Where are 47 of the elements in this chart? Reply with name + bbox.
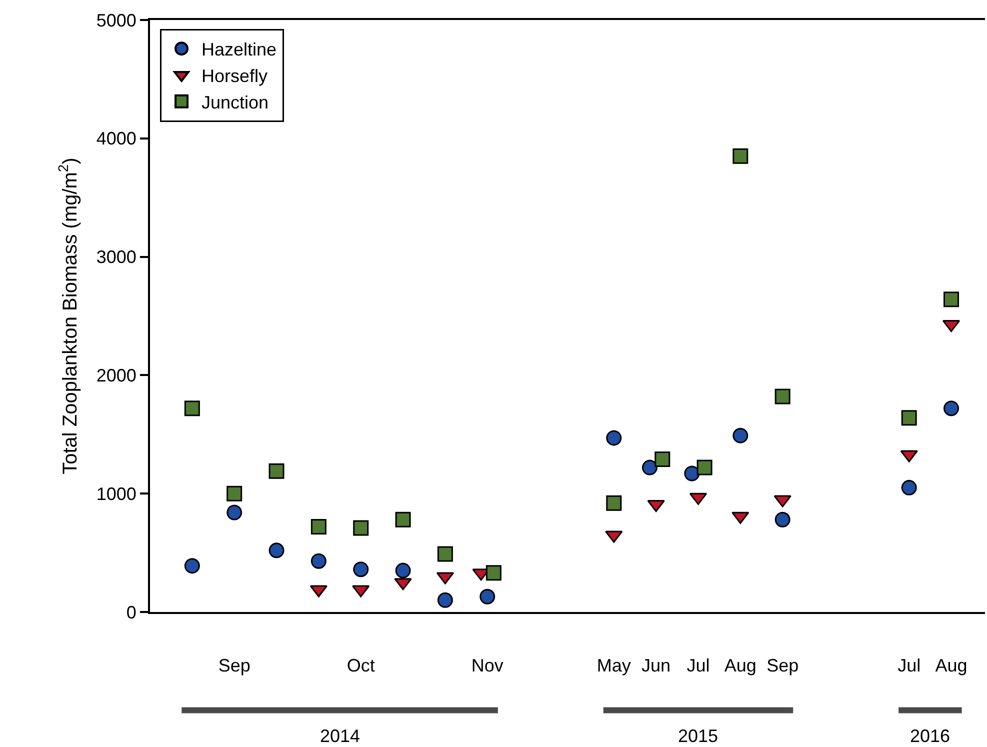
point [774,388,790,404]
point [310,553,326,569]
x-tick-label: Sep [766,656,799,676]
point [226,486,242,502]
legend-label: Hazeltine [202,40,277,60]
point [732,428,748,444]
legend-label: Horsefly [202,66,268,86]
text: 2016 [910,726,950,746]
x-tick-label: Jul [686,656,710,676]
point [353,520,369,536]
point [353,562,369,578]
y-tick-label: 4000 [96,128,136,149]
y-tick-label: 1000 [96,484,136,504]
point [480,588,496,604]
y-tick-label: 3000 [96,247,136,268]
y-tick-label: 5000 [96,10,136,30]
point [944,292,960,308]
point [437,546,453,562]
point [268,542,284,558]
y-tick-label: 0 [126,602,136,622]
x-tick-label: May [596,656,631,676]
y-tick-label: 2000 [96,366,136,386]
point [268,463,284,479]
x-tick-label: Jul [898,656,921,676]
point [437,592,453,608]
point [901,410,917,426]
point [944,400,960,416]
x-tick-label: Aug [724,656,756,676]
point [774,512,790,528]
point [606,495,622,511]
point [606,430,622,446]
x-tick-label: Aug [935,656,968,676]
x-tick-label: Sep [218,656,250,676]
text: 2014 [320,726,360,746]
point [395,562,411,578]
point [226,504,242,520]
legend-label: Junction [202,92,269,112]
text: 2015 [678,726,718,746]
point [184,400,200,416]
x-tick-label: Jun [642,656,671,676]
point [732,148,748,164]
x-tick-label: Nov [471,656,504,676]
point [184,558,200,574]
point [901,480,917,496]
x-tick-label: Oct [346,656,375,676]
point [395,512,411,528]
point [310,519,326,534]
